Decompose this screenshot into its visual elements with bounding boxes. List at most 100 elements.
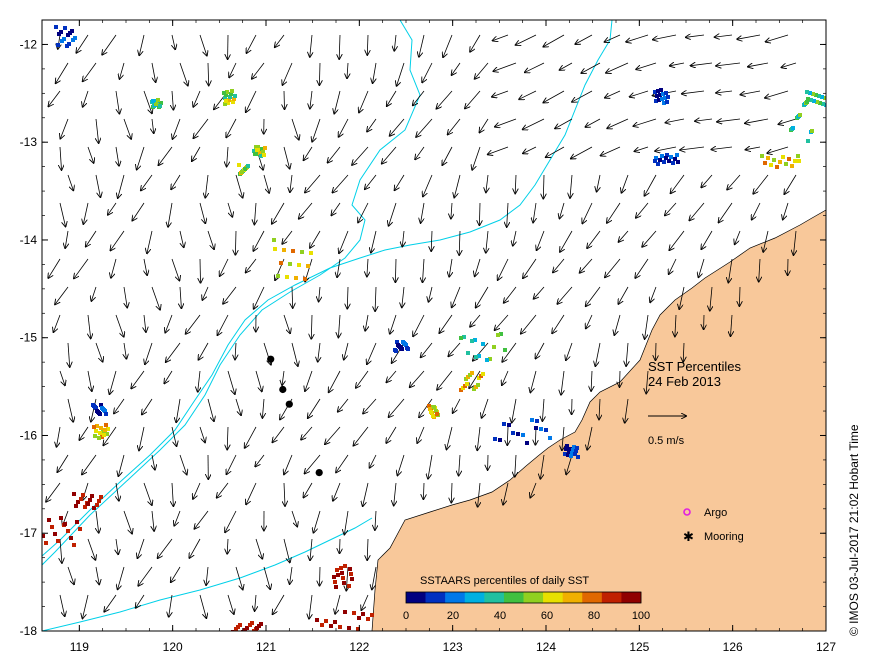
- sst-pixel: [675, 153, 679, 157]
- sst-pixel: [793, 159, 797, 163]
- sst-pixel: [343, 564, 347, 568]
- sst-pixel: [784, 162, 788, 166]
- sst-pixel: [335, 568, 339, 572]
- sst-pixel: [47, 518, 51, 522]
- current-vector: [656, 343, 657, 360]
- colorbar-tick-label: 80: [588, 610, 600, 622]
- colorbar-cell: [543, 592, 563, 603]
- sst-pixel: [348, 567, 352, 571]
- sst-pixel: [511, 431, 515, 435]
- mooring-marker-icon: ✱: [683, 529, 694, 544]
- sst-pixel: [405, 346, 409, 350]
- legend-mooring-label: Mooring: [704, 531, 744, 543]
- sst-pixel: [564, 447, 568, 451]
- sst-pixel: [521, 433, 525, 437]
- sst-pixel: [151, 99, 155, 103]
- sst-pixel: [282, 248, 286, 252]
- sst-pixel: [294, 276, 298, 280]
- current-vector: [620, 371, 621, 387]
- sst-pixel: [481, 372, 485, 376]
- x-tick-label: 120: [163, 640, 183, 654]
- sst-pixel: [273, 247, 277, 251]
- sst-pixel: [59, 30, 63, 34]
- sst-pixel: [333, 620, 337, 624]
- sst-pixel: [69, 536, 73, 540]
- sst-pixel: [493, 437, 497, 441]
- sst-pixel: [253, 152, 257, 156]
- x-tick-label: 122: [349, 640, 369, 654]
- sst-pixel: [86, 502, 90, 506]
- colorbar-tick-label: 40: [494, 610, 506, 622]
- sst-pixel: [50, 525, 54, 529]
- sst-pixel: [97, 436, 101, 440]
- sst-pixel: [233, 94, 237, 98]
- sst-pixel: [81, 493, 85, 497]
- y-tick-label: -18: [20, 624, 38, 638]
- sst-pixel: [655, 94, 659, 98]
- sst-pixel: [349, 572, 353, 576]
- sst-pixel: [276, 274, 280, 278]
- x-tick-label: 126: [723, 640, 743, 654]
- sst-pixel: [534, 426, 538, 430]
- sst-pixel: [255, 626, 259, 630]
- sst-pixel: [59, 516, 63, 520]
- sst-pixel: [56, 43, 60, 47]
- sst-pixel: [516, 432, 520, 436]
- current-vector: [200, 259, 201, 283]
- sst-pixel: [503, 348, 507, 352]
- sst-pixel: [342, 581, 346, 585]
- sst-pixel: [498, 438, 502, 442]
- sst-pixel: [465, 382, 469, 386]
- sst-pixel: [285, 275, 289, 279]
- x-tick-label: 124: [536, 640, 556, 654]
- sst-pixel: [93, 434, 97, 438]
- sst-pixel: [763, 161, 767, 165]
- sst-pixel: [343, 610, 347, 614]
- sst-pixel: [67, 42, 71, 46]
- sst-pixel: [339, 566, 343, 570]
- sst-pixel: [334, 585, 338, 589]
- sst-pixel: [338, 625, 342, 629]
- sst-pixel: [291, 249, 295, 253]
- sst-pixel: [320, 623, 324, 627]
- sst-pixel: [255, 148, 259, 152]
- x-tick-label: 127: [816, 640, 836, 654]
- sst-pixel: [656, 89, 660, 93]
- map-title-line2: 24 Feb 2013: [648, 374, 721, 389]
- y-tick-label: -14: [20, 233, 38, 247]
- sst-pixel: [234, 627, 238, 631]
- sst-pixel: [78, 527, 82, 531]
- sst-pixel: [658, 158, 662, 162]
- sst-pixel: [156, 98, 160, 102]
- sst-pixel: [336, 573, 340, 577]
- y-tick-label: -13: [20, 135, 38, 149]
- sst-pixel: [769, 163, 773, 167]
- colorbar-tick-label: 0: [403, 610, 409, 622]
- sst-pixel: [366, 617, 370, 621]
- sst-pixel: [662, 160, 666, 164]
- sst-pixel: [664, 91, 668, 95]
- sst-pixel: [329, 624, 333, 628]
- colorbar-cell: [426, 592, 446, 603]
- sst-pixel: [653, 159, 657, 163]
- sst-pixel: [810, 129, 814, 133]
- sst-pixel: [79, 497, 83, 501]
- current-vector: [340, 539, 341, 553]
- sst-pixel: [44, 541, 48, 545]
- sst-pixel: [787, 157, 791, 161]
- sst-pixel: [222, 91, 226, 95]
- sst-pixel: [158, 104, 162, 108]
- sst-pixel: [99, 426, 103, 430]
- sst-pixel: [54, 25, 58, 29]
- sst-pixel: [660, 97, 664, 101]
- sst-pixel: [53, 532, 57, 536]
- colorbar-tick-label: 20: [447, 610, 459, 622]
- sst-pixel: [432, 405, 436, 409]
- sst-pixel: [332, 575, 336, 579]
- sst-pixel: [63, 26, 67, 30]
- sst-pixel: [370, 613, 374, 617]
- sst-pixel: [272, 238, 276, 242]
- sst-pixel: [103, 428, 107, 432]
